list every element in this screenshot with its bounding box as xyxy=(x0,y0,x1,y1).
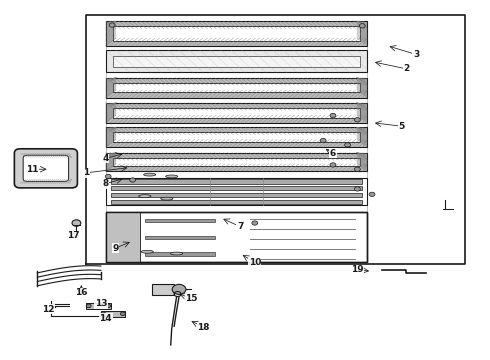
Text: 2: 2 xyxy=(403,64,409,73)
Circle shape xyxy=(354,167,360,171)
Ellipse shape xyxy=(139,195,151,198)
Bar xyxy=(86,303,111,309)
Bar xyxy=(106,153,367,171)
Circle shape xyxy=(172,284,186,294)
Text: 9: 9 xyxy=(112,244,119,253)
Text: 12: 12 xyxy=(42,305,55,314)
Circle shape xyxy=(86,304,91,308)
Bar xyxy=(106,78,367,98)
Text: 1: 1 xyxy=(83,168,89,177)
Text: 7: 7 xyxy=(237,222,244,231)
Bar xyxy=(106,103,367,123)
Circle shape xyxy=(72,220,81,226)
Text: 11: 11 xyxy=(26,165,39,174)
Circle shape xyxy=(109,23,115,27)
Circle shape xyxy=(354,187,360,191)
Bar xyxy=(111,186,362,190)
Ellipse shape xyxy=(171,252,183,255)
Circle shape xyxy=(130,178,136,182)
Text: 4: 4 xyxy=(102,154,109,163)
Bar xyxy=(113,108,360,118)
Circle shape xyxy=(354,118,360,122)
Circle shape xyxy=(121,312,125,316)
FancyBboxPatch shape xyxy=(23,155,69,181)
Circle shape xyxy=(359,24,365,28)
Text: 17: 17 xyxy=(67,231,79,240)
Text: 8: 8 xyxy=(102,179,109,188)
Bar xyxy=(113,83,360,93)
Text: 16: 16 xyxy=(75,288,88,297)
Text: 10: 10 xyxy=(248,258,261,267)
Bar xyxy=(106,212,367,262)
Bar xyxy=(101,311,125,317)
Circle shape xyxy=(320,138,326,143)
Text: 13: 13 xyxy=(95,299,107,308)
Text: 15: 15 xyxy=(185,294,197,303)
Circle shape xyxy=(330,163,336,167)
Bar xyxy=(145,235,215,239)
Bar xyxy=(113,55,360,67)
Text: 5: 5 xyxy=(398,122,404,131)
Bar xyxy=(111,193,362,197)
Ellipse shape xyxy=(166,175,178,178)
Bar xyxy=(113,158,360,166)
Bar xyxy=(106,212,367,262)
Circle shape xyxy=(252,221,258,225)
Circle shape xyxy=(369,192,375,197)
Text: 14: 14 xyxy=(99,314,112,323)
FancyBboxPatch shape xyxy=(14,149,77,188)
Bar xyxy=(145,219,215,222)
Circle shape xyxy=(101,312,106,316)
Text: 18: 18 xyxy=(197,323,210,332)
Bar xyxy=(106,178,367,205)
Bar xyxy=(152,284,174,295)
Bar xyxy=(113,132,360,142)
Bar xyxy=(145,252,215,256)
Circle shape xyxy=(106,304,111,308)
Circle shape xyxy=(330,113,336,118)
Bar xyxy=(106,212,140,262)
Ellipse shape xyxy=(141,250,153,253)
Bar xyxy=(106,127,367,147)
Ellipse shape xyxy=(161,197,173,200)
Text: 3: 3 xyxy=(413,50,419,59)
Text: 19: 19 xyxy=(351,265,364,274)
Bar xyxy=(111,199,362,204)
Bar xyxy=(106,50,367,72)
Circle shape xyxy=(344,143,350,147)
Bar xyxy=(113,26,360,41)
Ellipse shape xyxy=(144,173,156,176)
Bar xyxy=(111,179,362,184)
Circle shape xyxy=(105,174,111,179)
Text: 6: 6 xyxy=(330,149,336,158)
Bar xyxy=(106,21,367,45)
